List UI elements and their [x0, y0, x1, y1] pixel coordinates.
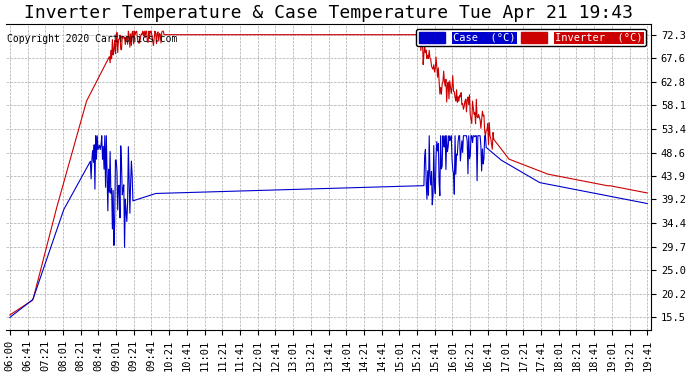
Title: Inverter Temperature & Case Temperature Tue Apr 21 19:43: Inverter Temperature & Case Temperature …: [24, 4, 633, 22]
Legend: Case  (°C), Inverter  (°C): Case (°C), Inverter (°C): [415, 29, 646, 46]
Text: Copyright 2020 Cartronics.com: Copyright 2020 Cartronics.com: [7, 34, 177, 44]
